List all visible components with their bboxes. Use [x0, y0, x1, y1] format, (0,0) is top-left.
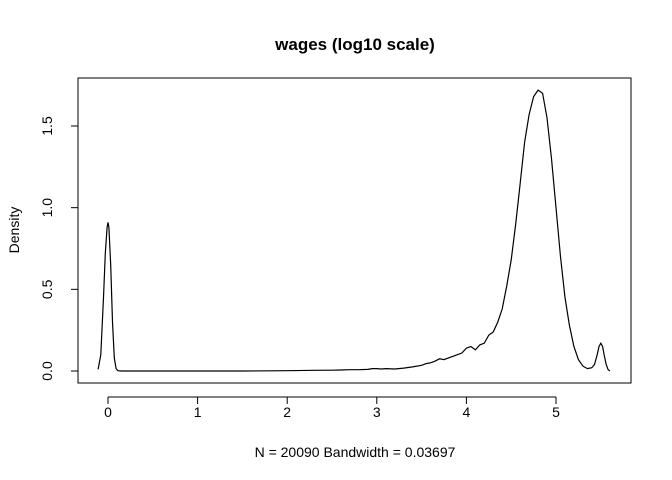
x-axis-label: N = 20090 Bandwidth = 0.03697: [255, 444, 456, 460]
y-tick-label: 0.0: [39, 361, 55, 381]
x-tick-label: 5: [552, 404, 560, 420]
x-tick-label: 2: [283, 404, 291, 420]
y-tick-label: 1.5: [39, 116, 55, 136]
y-axis-label: Density: [6, 207, 22, 254]
y-tick-label: 1.0: [39, 198, 55, 218]
x-tick-label: 1: [194, 404, 202, 420]
density-curve: [97, 89, 611, 372]
x-axis: 0 1 2 3 4 5: [104, 396, 560, 420]
y-tick-label: 0.5: [39, 279, 55, 299]
x-tick-label: 3: [373, 404, 381, 420]
y-axis: 0.0 0.5 1.0 1.5: [39, 116, 79, 381]
chart-title: wages (log10 scale): [274, 35, 435, 54]
x-tick-label: 0: [104, 404, 112, 420]
x-tick-label: 4: [463, 404, 471, 420]
